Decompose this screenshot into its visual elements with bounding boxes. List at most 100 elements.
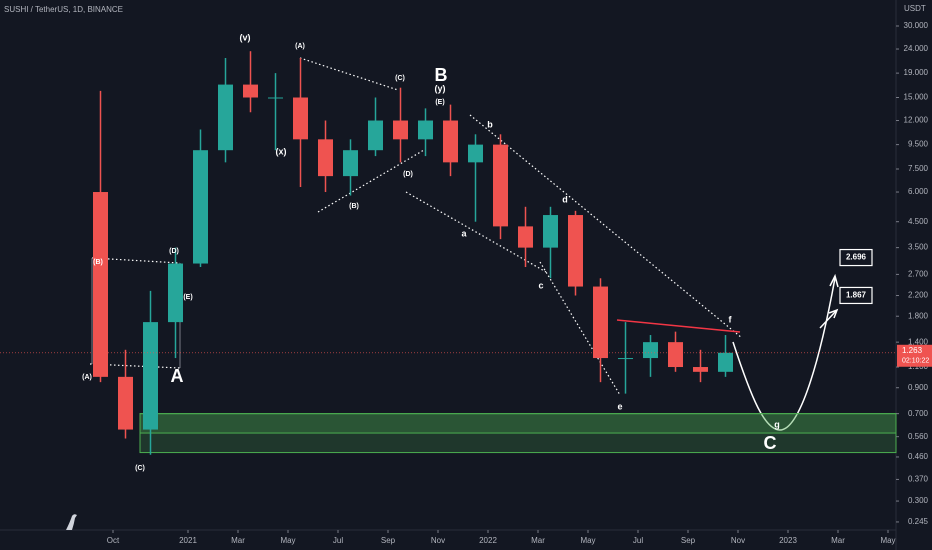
wave-label: g (774, 419, 780, 429)
x-tick-label: 2021 (179, 536, 197, 545)
y-tick-label: 3.500 (908, 243, 929, 252)
wave-label: (v) (240, 32, 251, 42)
y-tick-label: 0.300 (908, 496, 929, 505)
candle-body (568, 215, 583, 287)
chart-title: SUSHI / TetherUS, 1D, BINANCE (4, 5, 123, 14)
wave-label: (B) (93, 259, 103, 266)
x-tick-label: Mar (831, 536, 845, 545)
y-tick-label: 6.000 (908, 187, 929, 196)
candle-body (518, 226, 533, 248)
candle-body (643, 342, 658, 359)
candle-body (593, 286, 608, 359)
candle-body (493, 144, 508, 227)
x-tick-label: Mar (531, 536, 545, 545)
y-tick-label: 24.000 (904, 44, 929, 53)
x-tick-label: May (580, 536, 595, 545)
wave-label: (C) (135, 465, 145, 472)
y-tick-label: 30.000 (904, 21, 929, 30)
x-tick-label: Jul (333, 536, 343, 545)
x-tick-label: Sep (381, 536, 396, 545)
target-box (839, 286, 873, 305)
x-tick-label: 2022 (479, 536, 497, 545)
x-tick-label: Oct (107, 536, 120, 545)
y-tick-label: 0.560 (908, 432, 929, 441)
wave-label: e (617, 401, 622, 411)
x-tick-label: Sep (681, 536, 696, 545)
trend-lines (89, 57, 743, 396)
y-tick-label: 0.900 (908, 383, 929, 392)
support-zone-inner (139, 413, 897, 434)
x-tick-label: Nov (431, 536, 445, 545)
arrow-head (828, 308, 839, 319)
candle-body (318, 139, 333, 177)
candle-body (443, 120, 458, 163)
candle-body (418, 120, 433, 140)
candle-body (543, 215, 558, 248)
last-price-label: 1.263 (902, 346, 923, 355)
target-label: 1.867 (846, 291, 867, 300)
candle-body (218, 84, 233, 151)
wave-label: C (764, 433, 777, 453)
wave-label: a (461, 228, 467, 238)
wave-label: (E) (435, 99, 444, 106)
y-tick-label: 19.000 (904, 68, 929, 77)
y-tick-label: 12.000 (904, 116, 929, 125)
candle-body (343, 150, 358, 177)
projection-path (732, 277, 836, 431)
wave-label: (y) (435, 83, 446, 93)
countdown-label: 02:10:22 (902, 358, 929, 365)
y-tick-label: 0.700 (908, 409, 929, 418)
wave-label: d (562, 194, 568, 204)
candle-body (268, 97, 283, 99)
x-tick-label: Jul (633, 536, 643, 545)
target-box (839, 248, 873, 267)
currency-label: USDT (904, 4, 926, 13)
candle-body (168, 263, 183, 323)
x-tick-label: Nov (731, 536, 745, 545)
candle-body (93, 192, 108, 377)
y-tick-label: 7.500 (908, 164, 929, 173)
wave-label: (A) (82, 374, 92, 381)
y-tick-label: 2.200 (908, 291, 929, 300)
y-tick-label: 15.000 (904, 93, 929, 102)
candle-body (468, 144, 483, 163)
y-tick-label: 1.400 (908, 337, 929, 346)
candle-body (143, 322, 158, 430)
candle-body (718, 352, 733, 372)
wave-label: A (171, 366, 184, 386)
resistance-line (616, 319, 741, 333)
candle-body (618, 358, 633, 360)
wave-label: (E) (183, 294, 192, 301)
last-price-box (897, 344, 932, 367)
wave-label: (B) (349, 203, 359, 210)
wave-label: (x) (276, 146, 287, 156)
wave-label: (C) (395, 75, 405, 82)
y-tick-label: 0.245 (908, 517, 929, 526)
wave-label: (D) (169, 248, 179, 255)
candle-body (118, 376, 133, 430)
wave-label: (D) (403, 171, 413, 178)
y-tick-label: 1.800 (908, 311, 929, 320)
wave-label: b (487, 119, 493, 129)
y-tick-label: 0.460 (908, 452, 929, 461)
x-tick-label: May (880, 536, 895, 545)
y-tick-label: 2.700 (908, 270, 929, 279)
x-tick-label: Mar (231, 536, 245, 545)
y-tick-label: 4.500 (908, 217, 929, 226)
x-tick-label: 2023 (779, 536, 797, 545)
logo (66, 514, 77, 530)
candle-body (668, 342, 683, 368)
candle-body (393, 120, 408, 140)
arrow-head (829, 273, 839, 288)
wave-label: f (729, 314, 733, 324)
candle-body (368, 120, 383, 151)
y-tick-label: 0.370 (908, 475, 929, 484)
candle-body (243, 84, 258, 98)
wave-label: c (538, 280, 543, 290)
candle-body (693, 367, 708, 372)
candle-body (293, 97, 308, 140)
candle-body (193, 150, 208, 264)
